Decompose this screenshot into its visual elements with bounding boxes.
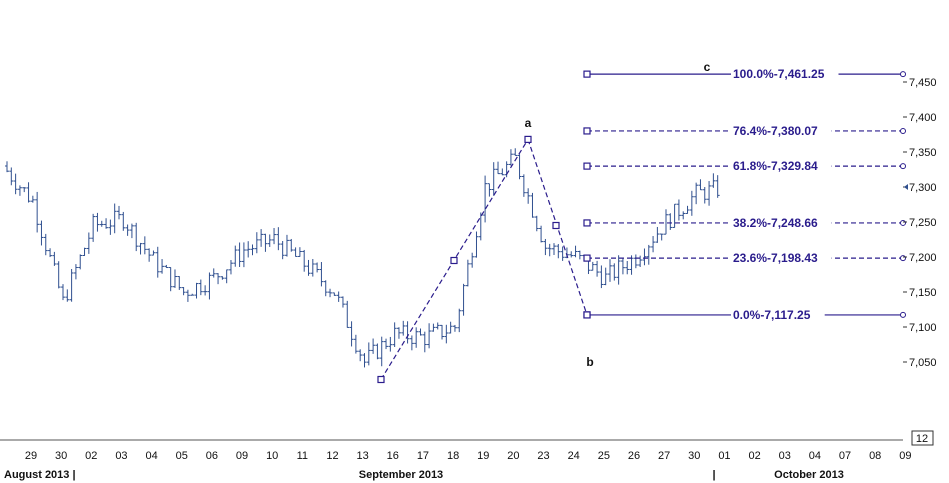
y-tick-label: 7,400 xyxy=(909,112,937,124)
y-tick-label: 7,150 xyxy=(909,287,937,299)
wave-label-c: c xyxy=(704,60,711,74)
x-tick-label: 03 xyxy=(779,450,791,462)
fib-level-label: 0.0%-7,117.25 xyxy=(733,308,811,322)
x-tick-label: 19 xyxy=(477,450,489,462)
x-tick-label: 12 xyxy=(326,450,338,462)
month-label: September 2013 xyxy=(359,469,443,481)
y-tick-label: 7,450 xyxy=(909,77,937,89)
fib-handle xyxy=(583,254,591,262)
x-tick-label: 25 xyxy=(598,450,610,462)
x-tick-label: 03 xyxy=(115,450,127,462)
x-tick-label: 13 xyxy=(357,450,369,462)
wave-mid-handle xyxy=(552,221,560,230)
fib-handle xyxy=(583,162,591,170)
fib-level-label: 23.6%-7,198.43 xyxy=(733,251,818,265)
fib-handle xyxy=(583,127,591,135)
y-axis: 7,450 7,400 7,350 7,300 7,250 7,200 7,150 7,100… xyxy=(903,77,937,369)
x-tick-label: 02 xyxy=(748,450,760,462)
wave-label-b: b xyxy=(586,355,593,369)
fibonacci-levels: 100.0%-7,461.25 76.4%-7,380.07 61.8%-7,329… xyxy=(583,67,906,322)
x-tick-label: 27 xyxy=(658,450,670,462)
x-tick-label: 01 xyxy=(718,450,730,462)
x-tick-label: 11 xyxy=(297,450,308,462)
fib-handle xyxy=(583,219,591,227)
fib-end-handle xyxy=(900,71,906,78)
fib-end-handle xyxy=(900,255,906,262)
x-tick-label: 08 xyxy=(869,450,881,462)
x-tick-label: 30 xyxy=(55,450,67,462)
x-tick-label: 24 xyxy=(568,450,580,462)
y-tick-label: 7,300 xyxy=(909,182,937,194)
fib-end-handle xyxy=(900,127,906,134)
y-tick-label: 7,200 xyxy=(909,252,937,264)
y-tick-label: 7,100 xyxy=(909,322,937,334)
fib-label-bg xyxy=(731,307,825,322)
x-tick-label: 06 xyxy=(206,450,218,462)
fib-end-handle xyxy=(900,219,906,226)
x-tick-label: 10 xyxy=(266,450,278,462)
x-tick-label: 20 xyxy=(507,450,519,462)
fib-end-handle xyxy=(900,311,906,318)
fib-label-bg xyxy=(731,251,832,266)
y-tick-label: 7,250 xyxy=(909,217,937,229)
x-tick-label: 09 xyxy=(899,450,911,462)
x-tick-label: 16 xyxy=(387,450,399,462)
fib-level-label: 76.4%-7,380.07 xyxy=(733,124,818,138)
fib-label-bg xyxy=(731,215,832,230)
ohlc-bars xyxy=(5,148,720,368)
fib-level-label: 100.0%-7,461.25 xyxy=(733,67,825,81)
fib-level-label: 38.2%-7,248.66 xyxy=(733,216,818,230)
x-tick-label: 04 xyxy=(145,450,157,462)
fib-label-bg xyxy=(731,123,832,138)
x-tick-label: 02 xyxy=(85,450,97,462)
fib-end-handle xyxy=(900,163,906,170)
fib-label-bg xyxy=(731,159,832,174)
fib-handle xyxy=(583,70,591,78)
zoom-value: 12 xyxy=(916,433,928,445)
y-tick-label: 7,350 xyxy=(909,147,937,159)
x-tick-label: 29 xyxy=(25,450,37,462)
x-tick-label: 23 xyxy=(537,450,549,462)
x-tick-label: 04 xyxy=(809,450,821,462)
wave-label-a: a xyxy=(525,116,532,130)
wave-lines: a b c xyxy=(377,60,711,384)
x-tick-label: 26 xyxy=(628,450,640,462)
current-price-marker xyxy=(904,184,908,190)
y-tick-label: 7,050 xyxy=(909,357,937,369)
x-tick-label: 17 xyxy=(417,450,429,462)
month-label: October 2013 xyxy=(774,469,844,481)
month-label: | xyxy=(712,469,715,481)
zoom-box xyxy=(911,430,934,446)
month-label: August 2013 | xyxy=(4,469,76,481)
x-tick-label: 07 xyxy=(839,450,851,462)
x-tick-label: 05 xyxy=(176,450,188,462)
wave-handle xyxy=(524,135,532,143)
fib-label-bg xyxy=(731,67,839,82)
wave-mid-handle xyxy=(450,256,458,265)
x-tick-label: 09 xyxy=(236,450,248,462)
x-tick-label: 30 xyxy=(688,450,700,462)
x-axis: 29 30 02 03 04 05 06 09 10 11 12 13 16 17 18 19 20 23 24 25… xyxy=(0,430,934,481)
wave-handle xyxy=(377,375,385,384)
x-tick-label: 18 xyxy=(447,450,459,462)
wave-handle xyxy=(583,311,591,319)
fib-level-label: 61.8%-7,329.84 xyxy=(733,159,818,173)
